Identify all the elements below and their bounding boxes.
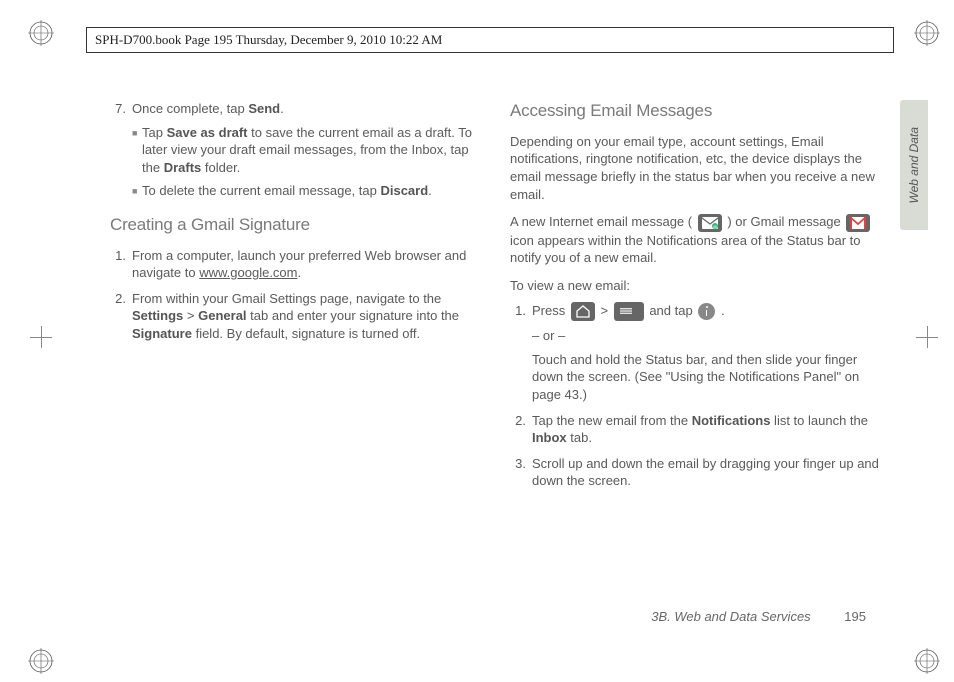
reg-mark-icon [914, 20, 940, 46]
page-footer: 3B. Web and Data Services 195 [651, 609, 866, 624]
bullet-icon: ■ [132, 182, 142, 200]
sub-item: ■ To delete the current email message, t… [132, 182, 480, 200]
email-icon: @ [698, 214, 722, 232]
reg-mark-icon [28, 20, 54, 46]
frame-header: SPH-D700.book Page 195 Thursday, Decembe… [86, 27, 894, 53]
footer-section: 3B. Web and Data Services [651, 609, 810, 624]
side-tab: Web and Data [900, 100, 928, 230]
section-heading: Creating a Gmail Signature [110, 214, 480, 237]
info-circle-icon [698, 303, 715, 320]
link[interactable]: www.google.com [199, 265, 297, 280]
right-column: Accessing Email Messages Depending on yo… [510, 100, 880, 498]
step-body: From within your Gmail Settings page, na… [132, 290, 480, 343]
section-heading: Accessing Email Messages [510, 100, 880, 123]
gmail-icon [846, 214, 870, 232]
step-number: 1. [110, 247, 132, 282]
step-number: 7. [110, 100, 132, 200]
page-body: 7. Once complete, tap Send. ■ Tap Save a… [110, 100, 880, 498]
list-item: 1. Press > and tap . – or – Touc [510, 302, 880, 403]
step-body-alt: Touch and hold the Status bar, and then … [532, 351, 880, 404]
step-body: Tap the new email from the Notifications… [532, 412, 880, 447]
list-item: 1. From a computer, launch your preferre… [110, 247, 480, 282]
svg-text:@: @ [713, 224, 717, 229]
page-number: 195 [844, 609, 866, 624]
list-item: 2. Tap the new email from the Notificati… [510, 412, 880, 447]
menu-icon [614, 302, 644, 321]
home-icon [571, 302, 595, 321]
or-divider: – or – [532, 327, 880, 345]
paragraph: A new Internet email message ( @ ) or Gm… [510, 213, 880, 267]
list-item: 2. From within your Gmail Settings page,… [110, 290, 480, 343]
step-body: Scroll up and down the email by dragging… [532, 455, 880, 490]
sub-item: ■ Tap Save as draft to save the current … [132, 124, 480, 177]
step-body: From a computer, launch your preferred W… [132, 247, 480, 282]
step-number: 2. [110, 290, 132, 343]
step-number: 1. [510, 302, 532, 403]
step-body: Once complete, tap Send. ■ Tap Save as d… [132, 100, 480, 200]
step-number: 3. [510, 455, 532, 490]
bullet-icon: ■ [132, 124, 142, 177]
list-item: 3. Scroll up and down the email by dragg… [510, 455, 880, 490]
sub-heading: To view a new email: [510, 277, 880, 295]
step-body: Press > and tap . – or – Touch and hold … [532, 302, 880, 403]
step-number: 2. [510, 412, 532, 447]
left-column: 7. Once complete, tap Send. ■ Tap Save a… [110, 100, 480, 498]
reg-mark-icon [28, 648, 54, 674]
paragraph: Depending on your email type, account se… [510, 133, 880, 203]
list-item: 7. Once complete, tap Send. ■ Tap Save a… [110, 100, 480, 200]
crop-mark-icon [916, 326, 938, 348]
frame-header-text: SPH-D700.book Page 195 Thursday, Decembe… [95, 32, 442, 47]
crop-mark-icon [30, 326, 52, 348]
reg-mark-icon [914, 648, 940, 674]
side-tab-label: Web and Data [907, 127, 921, 204]
